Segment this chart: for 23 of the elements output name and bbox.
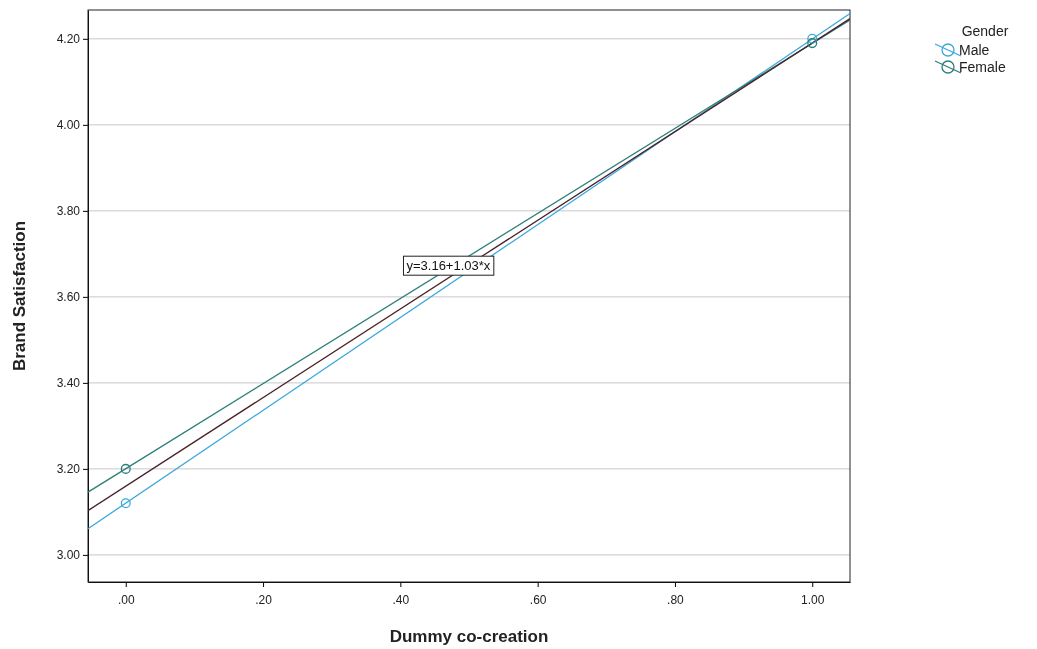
x-tick-label: .00 <box>117 593 135 608</box>
y-tick-label: 4.20 <box>56 32 81 47</box>
annotation: y=3.16+1.03*x <box>406 258 491 274</box>
x-axis-title: Dummy co-creation <box>389 627 549 646</box>
x-tick-label: 1.00 <box>801 593 825 608</box>
y-tick-label: 3.40 <box>56 376 81 391</box>
x-tick-label: .20 <box>255 593 273 608</box>
y-tick-label: 4.00 <box>56 118 81 133</box>
point <box>807 33 818 44</box>
legend-title: Gender <box>961 23 1009 39</box>
y-axis-title: Brand Satisfaction <box>10 220 29 372</box>
x-tick-label: .80 <box>667 593 685 608</box>
legend-label: Female <box>959 59 1006 75</box>
point <box>807 38 818 49</box>
point <box>120 463 131 474</box>
y-tick-label: 3.80 <box>56 204 81 219</box>
y-tick-label: 3.60 <box>56 290 81 305</box>
point <box>120 498 131 509</box>
y-tick-label: 3.00 <box>56 548 81 563</box>
legend-label: Male <box>959 42 990 58</box>
x-tick-label: .60 <box>529 593 547 608</box>
y-tick-label: 3.20 <box>56 462 81 477</box>
x-tick-label: .40 <box>392 593 410 608</box>
